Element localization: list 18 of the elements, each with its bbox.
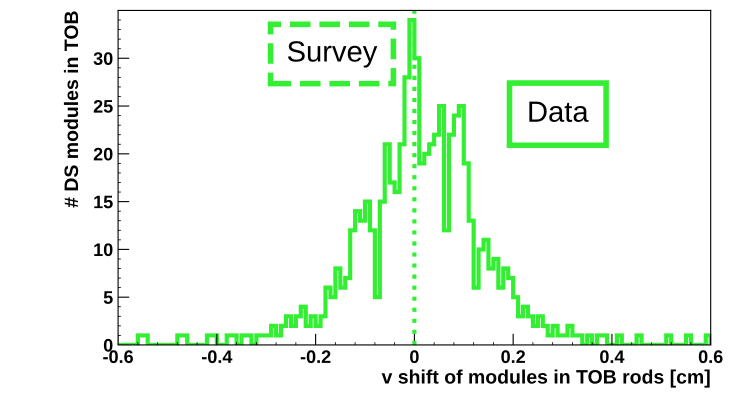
x-tick-label: -0.6 [103,350,133,364]
y-tick-label: 20 [94,148,112,161]
y-tick-label: 5 [104,291,113,304]
x-tick-label: 0.6 [698,350,723,364]
x-tick-label: -0.2 [300,350,330,364]
x-tick-label: 0 [410,350,419,364]
y-axis-title: # DS modules in TOB [64,11,78,208]
y-tick-label: 25 [94,100,113,113]
text: Data [529,102,589,122]
x-tick-label: 0.2 [501,350,525,364]
y-tick-label: 15 [94,196,113,208]
y-tick-label: 10 [94,243,112,256]
y-tick-label: 30 [94,52,112,66]
x-axis-title: v shift of modules in TOB rods [cm] [382,369,710,388]
x-tick-label: 0.4 [600,350,624,364]
ref-line-label: Survey [288,41,378,68]
x-tick-label: -0.4 [202,350,232,364]
y-tick-label: 0 [104,338,112,352]
